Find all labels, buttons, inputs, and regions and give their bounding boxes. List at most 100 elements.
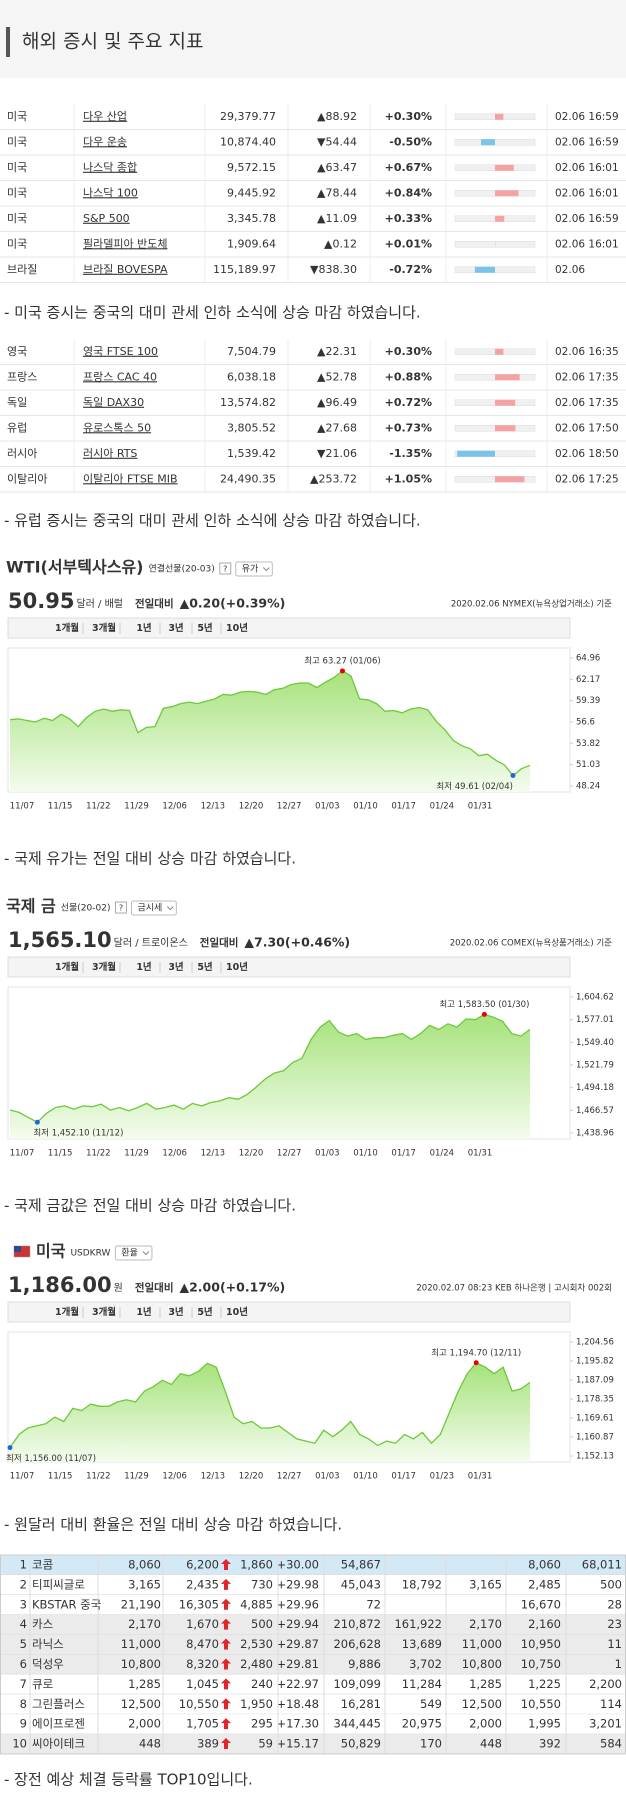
- x-tick-label: 01/10: [353, 802, 378, 812]
- period-tab[interactable]: 1개월: [55, 1306, 79, 1318]
- date: 02.06 16:59: [555, 136, 619, 148]
- price: 3,805.52: [227, 421, 276, 434]
- y-tick-label: 1,577.01: [576, 1015, 614, 1025]
- period-tab[interactable]: 3년: [168, 622, 183, 634]
- header-bg: [0, 0, 626, 78]
- country: 미국: [7, 110, 27, 123]
- index-name[interactable]: 영국 FTSE 100: [83, 345, 158, 358]
- cell: 8,470: [186, 1637, 219, 1651]
- up-arrow: [221, 1638, 231, 1650]
- high-label: 최고 1,583.50 (01/30): [439, 999, 529, 1010]
- y-tick-label: 1,178.35: [576, 1394, 614, 1404]
- low-dot: [510, 773, 516, 779]
- change-label: 전일대비: [200, 936, 239, 949]
- period-tab[interactable]: 10년: [226, 622, 248, 634]
- cell: 1,285: [469, 1677, 502, 1691]
- period-tab[interactable]: 1개월: [55, 622, 79, 634]
- period-tab[interactable]: 5년: [197, 961, 212, 973]
- row-bg: [0, 1614, 626, 1635]
- period-tab[interactable]: 10년: [226, 961, 248, 973]
- high-label: 최고 1,194.70 (12/11): [431, 1347, 521, 1358]
- price: 1,909.64: [227, 237, 276, 250]
- index-name[interactable]: 브라질 BOVESPA: [83, 263, 168, 276]
- x-tick-label: 12/27: [277, 802, 302, 812]
- x-tick-label: 01/24: [430, 802, 455, 812]
- y-tick-label: 1,160.87: [576, 1432, 614, 1442]
- period-tab[interactable]: 10년: [226, 1306, 248, 1318]
- chart-button[interactable]: 금시세: [137, 903, 162, 914]
- up-arrow: [221, 1658, 231, 1670]
- cell: 50,829: [341, 1737, 381, 1751]
- chart-button[interactable]: 환율: [121, 1247, 138, 1259]
- period-tab[interactable]: 1년: [136, 1306, 151, 1318]
- cell: 68,011: [582, 1557, 622, 1571]
- x-tick-label: 12/13: [201, 1149, 226, 1159]
- index-name[interactable]: 나스닥 종합: [83, 161, 137, 174]
- change-pct: +0.67%: [385, 161, 432, 174]
- button-caret: [262, 567, 270, 572]
- period-tab[interactable]: 1년: [136, 961, 151, 973]
- period-tab[interactable]: 3개월: [92, 961, 116, 973]
- cell: 295: [251, 1717, 273, 1731]
- price: 115,189.97: [213, 263, 276, 276]
- index-name[interactable]: 나스닥 100: [83, 186, 138, 199]
- change-pct: +1.05%: [385, 472, 432, 485]
- change-pct: +0.73%: [385, 421, 432, 434]
- cell: +29.87: [276, 1637, 319, 1651]
- country: 러시아: [7, 447, 37, 460]
- cell: 7: [20, 1677, 27, 1691]
- row-bg: [0, 1574, 626, 1595]
- period-tab[interactable]: 3년: [168, 1306, 183, 1318]
- index-name[interactable]: S&P 500: [83, 212, 130, 225]
- cell: 1,045: [186, 1677, 219, 1691]
- index-name[interactable]: 프랑스 CAC 40: [83, 370, 157, 383]
- up-arrow: [221, 1618, 231, 1630]
- period-tab[interactable]: 1년: [136, 622, 151, 634]
- date: 02.06: [555, 264, 585, 276]
- index-name[interactable]: 다우 운송: [83, 135, 127, 148]
- low-label: 최저 1,452.10 (11/12): [33, 1128, 123, 1139]
- cell: 에이프로젠: [32, 1717, 85, 1731]
- note: - 장전 예상 체결 등락률 TOP10입니다.: [4, 1771, 253, 1789]
- cell: 392: [539, 1737, 561, 1751]
- line: [9, 1361, 531, 1448]
- x-tick-label: 11/29: [124, 1149, 149, 1159]
- period-tab[interactable]: 5년: [197, 1306, 212, 1318]
- cell: 2,480: [240, 1657, 273, 1671]
- period-tab[interactable]: 3년: [168, 961, 183, 973]
- button-caret: [142, 1251, 150, 1256]
- change: ▲78.44: [317, 186, 357, 199]
- date: 02.06 16:01: [555, 187, 619, 199]
- cell: +29.81: [276, 1657, 319, 1671]
- period-tab[interactable]: 1개월: [55, 961, 79, 973]
- up-arrow: [221, 1698, 231, 1710]
- cell: +29.98: [276, 1577, 319, 1591]
- date: 02.06 17:35: [555, 371, 619, 383]
- change-bar: [495, 476, 525, 483]
- change-pct: +0.72%: [385, 396, 432, 409]
- index-name[interactable]: 다우 산업: [83, 110, 127, 123]
- row-bg: [0, 1634, 626, 1655]
- cell: 584: [600, 1737, 622, 1751]
- period-tab[interactable]: 5년: [197, 622, 212, 634]
- cell: 10,550: [521, 1697, 561, 1711]
- chart-button[interactable]: 유가: [242, 564, 259, 575]
- period-tab[interactable]: 3개월: [92, 1306, 116, 1318]
- index-name[interactable]: 이탈리아 FTSE MIB: [83, 472, 178, 485]
- y-tick-label: 1,549.40: [576, 1038, 614, 1048]
- cell: 1,285: [128, 1677, 161, 1691]
- low-label: 최저 49.61 (02/04): [436, 781, 513, 792]
- cell: 16,281: [341, 1697, 381, 1711]
- index-name[interactable]: 독일 DAX30: [83, 395, 144, 409]
- country: 미국: [7, 135, 27, 148]
- index-name[interactable]: 유로스톡스 50: [83, 421, 151, 434]
- period-tab[interactable]: 3개월: [92, 622, 116, 634]
- index-name[interactable]: 러시아 RTS: [83, 447, 137, 460]
- help[interactable]: ?: [119, 904, 123, 913]
- index-name[interactable]: 필라델피아 반도체: [83, 237, 167, 250]
- x-tick-label: 11/29: [124, 802, 149, 812]
- country: 이탈리아: [7, 472, 47, 485]
- price: 1,565.10: [8, 928, 112, 952]
- chart-subtitle: 연결선물(20-03): [148, 564, 214, 575]
- help[interactable]: ?: [223, 565, 227, 574]
